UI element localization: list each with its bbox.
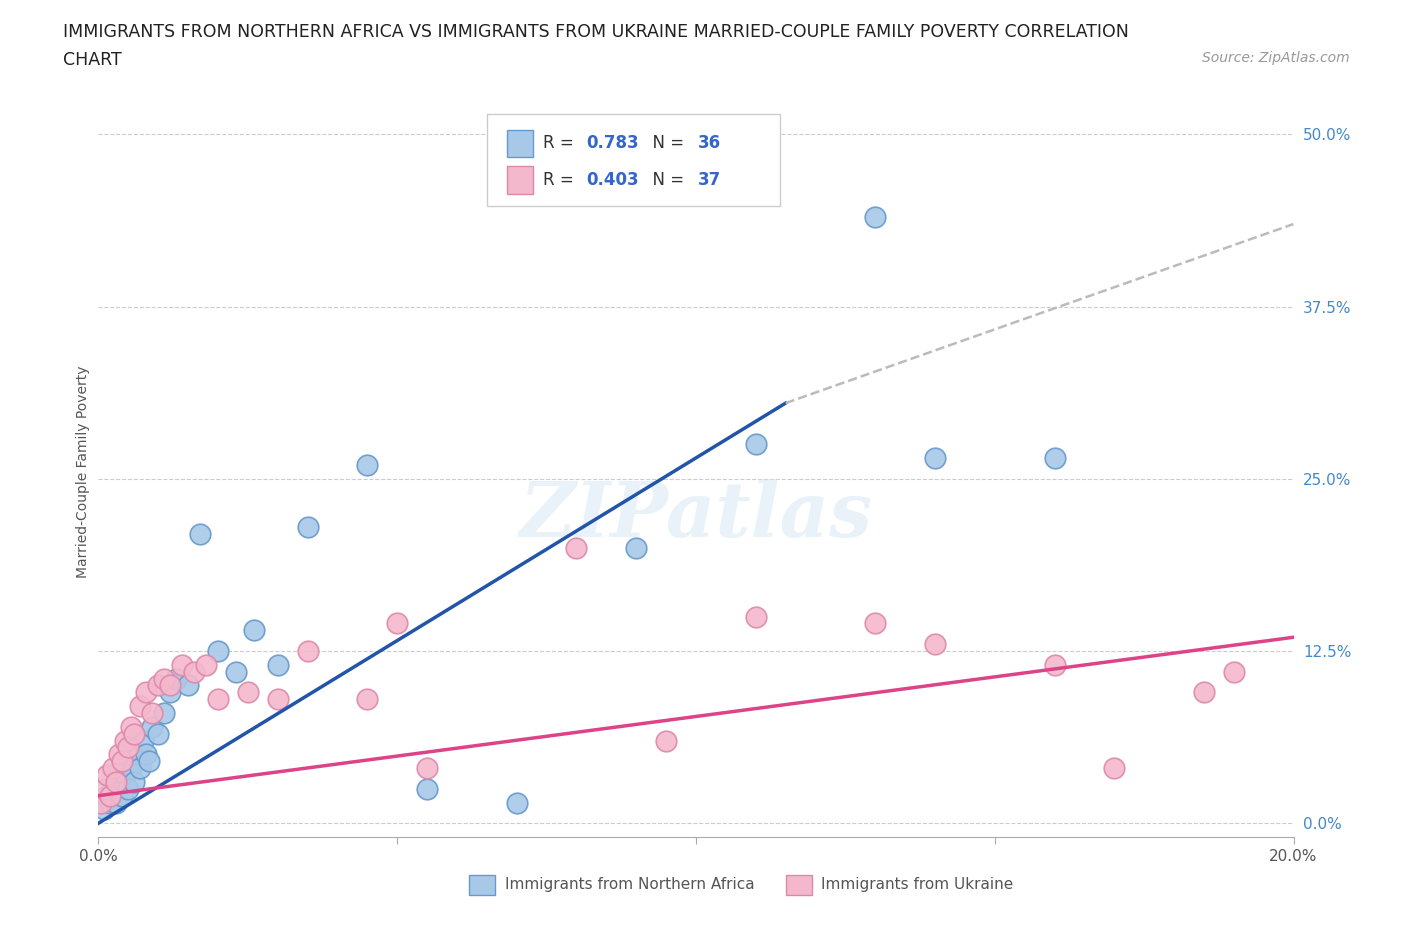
Point xyxy=(120,720,142,735)
Point xyxy=(1043,658,1066,672)
Point xyxy=(105,775,128,790)
Point xyxy=(129,761,152,776)
Point xyxy=(98,789,122,804)
Point xyxy=(108,775,131,790)
Bar xyxy=(508,166,533,193)
Bar xyxy=(786,875,811,896)
Point xyxy=(183,664,205,679)
Point xyxy=(745,609,768,624)
Y-axis label: Married-Couple Family Poverty: Married-Couple Family Poverty xyxy=(76,365,90,578)
Point xyxy=(1223,664,1246,679)
Bar xyxy=(470,875,495,896)
Point xyxy=(96,789,118,804)
Text: N =: N = xyxy=(643,135,689,153)
FancyBboxPatch shape xyxy=(486,114,780,206)
Point xyxy=(565,540,588,555)
Point xyxy=(416,761,439,776)
Text: 37: 37 xyxy=(699,171,721,189)
Point xyxy=(93,802,115,817)
Point xyxy=(117,740,139,755)
Bar xyxy=(508,129,533,157)
Text: 0.403: 0.403 xyxy=(586,171,638,189)
Point xyxy=(111,754,134,769)
Point xyxy=(135,747,157,762)
Text: IMMIGRANTS FROM NORTHERN AFRICA VS IMMIGRANTS FROM UKRAINE MARRIED-COUPLE FAMILY: IMMIGRANTS FROM NORTHERN AFRICA VS IMMIG… xyxy=(63,23,1129,41)
Text: R =: R = xyxy=(543,135,579,153)
Point xyxy=(103,761,125,776)
Point xyxy=(177,678,200,693)
Point xyxy=(207,644,229,658)
Point xyxy=(165,671,187,686)
Text: Immigrants from Northern Africa: Immigrants from Northern Africa xyxy=(505,877,755,892)
Point xyxy=(138,754,160,769)
Point xyxy=(225,664,247,679)
Point xyxy=(159,678,181,693)
Text: N =: N = xyxy=(643,171,689,189)
Point xyxy=(135,684,157,699)
Text: CHART: CHART xyxy=(63,51,122,69)
Point xyxy=(416,781,439,796)
Point xyxy=(114,733,136,748)
Point xyxy=(356,458,378,472)
Point xyxy=(745,437,768,452)
Point xyxy=(172,658,194,672)
Point xyxy=(243,623,266,638)
Point xyxy=(865,209,887,224)
Point xyxy=(1192,684,1215,699)
Point xyxy=(924,451,946,466)
Point xyxy=(1104,761,1126,776)
Point xyxy=(132,733,155,748)
Point xyxy=(98,795,122,810)
Point xyxy=(148,726,170,741)
Point xyxy=(236,684,259,699)
Point xyxy=(117,781,139,796)
Text: R =: R = xyxy=(543,171,579,189)
Point xyxy=(924,637,946,652)
Point xyxy=(124,726,146,741)
Point xyxy=(141,720,163,735)
Point xyxy=(655,733,678,748)
Point xyxy=(90,795,112,810)
Point xyxy=(385,616,409,631)
Point xyxy=(267,692,290,707)
Text: ZIPatlas: ZIPatlas xyxy=(519,479,873,552)
Point xyxy=(159,684,181,699)
Point xyxy=(120,761,142,776)
Point xyxy=(96,767,118,782)
Point xyxy=(127,747,149,762)
Point xyxy=(111,789,134,804)
Point xyxy=(207,692,229,707)
Point xyxy=(356,692,378,707)
Point xyxy=(153,706,176,721)
Point xyxy=(195,658,218,672)
Point xyxy=(148,678,170,693)
Point xyxy=(108,747,131,762)
Point xyxy=(141,706,163,721)
Point xyxy=(103,781,125,796)
Point xyxy=(297,520,319,535)
Text: Source: ZipAtlas.com: Source: ZipAtlas.com xyxy=(1202,51,1350,65)
Point xyxy=(267,658,290,672)
Point xyxy=(105,795,128,810)
Text: 36: 36 xyxy=(699,135,721,153)
Point xyxy=(188,526,211,541)
Point xyxy=(297,644,319,658)
Point xyxy=(93,781,115,796)
Point xyxy=(124,775,146,790)
Point xyxy=(1043,451,1066,466)
Point xyxy=(129,698,152,713)
Point xyxy=(153,671,176,686)
Point xyxy=(506,795,529,810)
Text: Immigrants from Ukraine: Immigrants from Ukraine xyxy=(821,877,1014,892)
Point xyxy=(865,616,887,631)
Text: 0.783: 0.783 xyxy=(586,135,638,153)
Point xyxy=(626,540,648,555)
Point xyxy=(114,767,136,782)
